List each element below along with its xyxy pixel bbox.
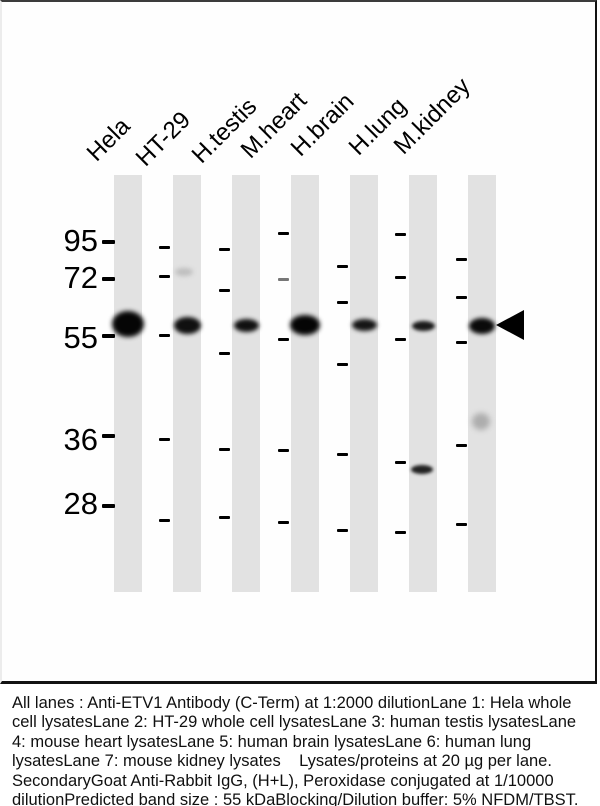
lane-strip-m-heart xyxy=(291,175,319,592)
band-ht-29--57kda xyxy=(173,316,201,334)
ladder-tick xyxy=(456,257,467,261)
figure-caption: All lanes : Anti-ETV1 Antibody (C-Term) … xyxy=(12,694,581,806)
band-h-testis--57kda xyxy=(233,318,259,332)
lane-strip-h-lung xyxy=(409,175,437,592)
ladder-tick xyxy=(337,300,348,304)
band-h-lung--33kda xyxy=(411,464,433,474)
mw-label-95: 95 xyxy=(63,223,98,258)
lane-strip-hela xyxy=(114,175,142,592)
ladder-tick xyxy=(456,522,467,526)
ladder-tick xyxy=(456,295,467,299)
lane-strip-h-brain xyxy=(350,175,378,592)
ladder-tick xyxy=(337,362,348,366)
lane-strip-m-kidney xyxy=(468,175,496,592)
band-hela--57kda xyxy=(112,311,144,337)
mw-tick-28 xyxy=(102,504,115,508)
mw-tick-55 xyxy=(102,334,115,338)
ladder-tick xyxy=(219,447,230,451)
band-m-kidney--40kda xyxy=(472,412,490,430)
ladder-tick xyxy=(278,231,289,235)
ladder-tick xyxy=(219,247,230,251)
band-arrow-icon xyxy=(496,310,524,340)
mw-tick-95 xyxy=(102,240,115,244)
ladder-tick xyxy=(219,351,230,355)
ladder-tick xyxy=(395,232,406,236)
band-h-brain--57kda xyxy=(351,319,377,331)
band-ht-29--72kda xyxy=(175,268,193,276)
ladder-tick xyxy=(395,337,406,341)
ladder-tick xyxy=(278,448,289,452)
ladder-tick xyxy=(395,460,406,464)
ladder-tick xyxy=(337,452,348,456)
mw-label-28: 28 xyxy=(63,486,98,521)
ladder-tick xyxy=(159,245,170,249)
ladder-tick xyxy=(159,333,170,337)
ladder-tick xyxy=(219,515,230,519)
ladder-tick xyxy=(278,337,289,341)
band-m-kidney--57kda xyxy=(469,318,495,334)
ladder-tick xyxy=(159,274,170,278)
ladder-tick xyxy=(337,528,348,532)
mw-tick-72 xyxy=(102,277,115,281)
lane-label-ht-29: HT-29 xyxy=(130,106,196,172)
mw-label-55: 55 xyxy=(63,320,98,355)
ladder-tick xyxy=(159,437,170,441)
lane-strip-ht-29 xyxy=(173,175,201,592)
ladder-tick xyxy=(159,518,170,522)
ladder-tick xyxy=(337,264,348,268)
ladder-tick xyxy=(278,277,289,281)
blot-panel: Hela HT-29 H.testis M.heart H.brain H.lung M.k… xyxy=(0,0,597,684)
ladder-tick xyxy=(395,530,406,534)
ladder-tick xyxy=(456,340,467,344)
mw-tick-36 xyxy=(102,434,115,438)
ladder-tick xyxy=(395,275,406,279)
lane-strip-h-testis xyxy=(232,175,260,592)
ladder-tick xyxy=(278,520,289,524)
mw-label-36: 36 xyxy=(63,422,98,457)
lane-label-hela: Hela xyxy=(81,112,136,167)
band-h-lung--57kda xyxy=(411,321,435,331)
ladder-tick xyxy=(219,288,230,292)
ladder-tick xyxy=(456,443,467,447)
band-m-heart--57kda xyxy=(290,315,320,335)
mw-label-72: 72 xyxy=(63,260,98,295)
